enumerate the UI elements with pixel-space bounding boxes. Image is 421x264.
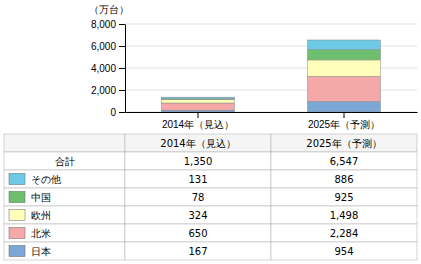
y-tick-mark (119, 24, 125, 25)
table-cell (4, 188, 125, 206)
table-header: 2025年（予測） (306, 138, 381, 149)
y-tick-mark (119, 46, 125, 47)
table-value: 954 (334, 246, 353, 257)
y-tick-label: 0 (110, 107, 116, 118)
y-axis: 0 2,000 4,000 6,000 8,000 (91, 19, 126, 118)
x-tick-mark (198, 112, 199, 118)
y-tick-label: 2,000 (91, 85, 116, 96)
table-cell (271, 152, 417, 170)
bar (162, 97, 235, 98)
bar (308, 40, 381, 50)
legend-label: 欧州 (31, 210, 51, 221)
y-axis-title: （万台） (89, 4, 129, 15)
legend-swatch (9, 227, 25, 238)
legend-label: 中国 (31, 192, 51, 203)
y-tick-label: 4,000 (91, 63, 116, 74)
table-cell (4, 134, 125, 152)
x-axis: 2014年（見込） 2025年（予測） (126, 112, 418, 130)
x-tick: 2025年（予測） (308, 112, 380, 130)
table-cell (125, 134, 271, 152)
table-value: 886 (334, 174, 353, 185)
bar (308, 102, 381, 112)
table-cell (271, 134, 417, 152)
table-cell (4, 224, 125, 242)
bar (308, 60, 381, 76)
bar (162, 103, 235, 110)
table-value: 1,498 (330, 210, 359, 221)
y-tick: 4,000 (91, 63, 125, 74)
bar (308, 50, 381, 60)
table-value: 78 (192, 192, 205, 203)
y-tick-label: 8,000 (91, 19, 116, 30)
table-cell (125, 206, 271, 224)
y-tick-label: 6,000 (91, 41, 116, 52)
table-value: 650 (188, 228, 207, 239)
table-value: 324 (188, 210, 207, 221)
y-tick: 8,000 (91, 19, 125, 30)
legend-swatch (9, 209, 25, 220)
x-tick: 2014年（見込） (162, 112, 234, 130)
table-value: 167 (188, 246, 207, 257)
bar (162, 98, 235, 100)
y-tick-mark (119, 68, 125, 69)
table-cell (4, 242, 125, 260)
legend-swatch (9, 245, 25, 256)
table-total-value: 6,547 (330, 156, 359, 167)
x-tick-mark (344, 112, 345, 118)
bar (308, 76, 381, 101)
bars (162, 40, 381, 112)
table-value: 131 (188, 174, 207, 185)
grid-line (125, 24, 417, 25)
table-value: 925 (334, 192, 353, 203)
table-total-value: 1,350 (184, 156, 213, 167)
table-total-name: 合計 (55, 156, 75, 167)
x-axis-line (126, 112, 418, 113)
y-tick-mark (119, 112, 125, 113)
legend-swatch (9, 191, 25, 202)
chart: 0 2,000 4,000 6,000 8,000 2014年（見込） 2025年（予測） （… (0, 0, 421, 264)
table-cell (271, 224, 417, 242)
table-cell (125, 188, 271, 206)
table-cell (125, 170, 271, 188)
legend-label: 日本 (31, 246, 51, 257)
table-cell (271, 206, 417, 224)
y-tick: 2,000 (91, 85, 125, 96)
legend-label: その他 (31, 174, 61, 185)
legend-swatch (9, 173, 25, 184)
table-cell (125, 152, 271, 170)
table-cell (271, 242, 417, 260)
bar (162, 99, 235, 103)
table-cell (4, 152, 125, 170)
table-cell (271, 188, 417, 206)
y-axis-line (125, 25, 126, 113)
table-value: 2,284 (330, 228, 359, 239)
y-tick: 6,000 (91, 41, 125, 52)
grid (125, 24, 417, 112)
table-cell (125, 242, 271, 260)
table-header: 2014年（見込） (160, 138, 235, 149)
table-cell (4, 206, 125, 224)
bar (162, 110, 235, 112)
table-cell (4, 170, 125, 188)
table-cell (271, 170, 417, 188)
y-tick-mark (119, 90, 125, 91)
y-tick: 0 (110, 107, 125, 118)
legend-label: 北米 (31, 228, 51, 239)
x-tick-label: 2014年（見込） (162, 119, 234, 130)
table-cell (125, 224, 271, 242)
legend-table: 2014年（見込） 2025年（予測） 合計 1,350 6,547 その他 131 886 中… (4, 134, 417, 260)
x-tick-label: 2025年（予測） (308, 119, 380, 130)
